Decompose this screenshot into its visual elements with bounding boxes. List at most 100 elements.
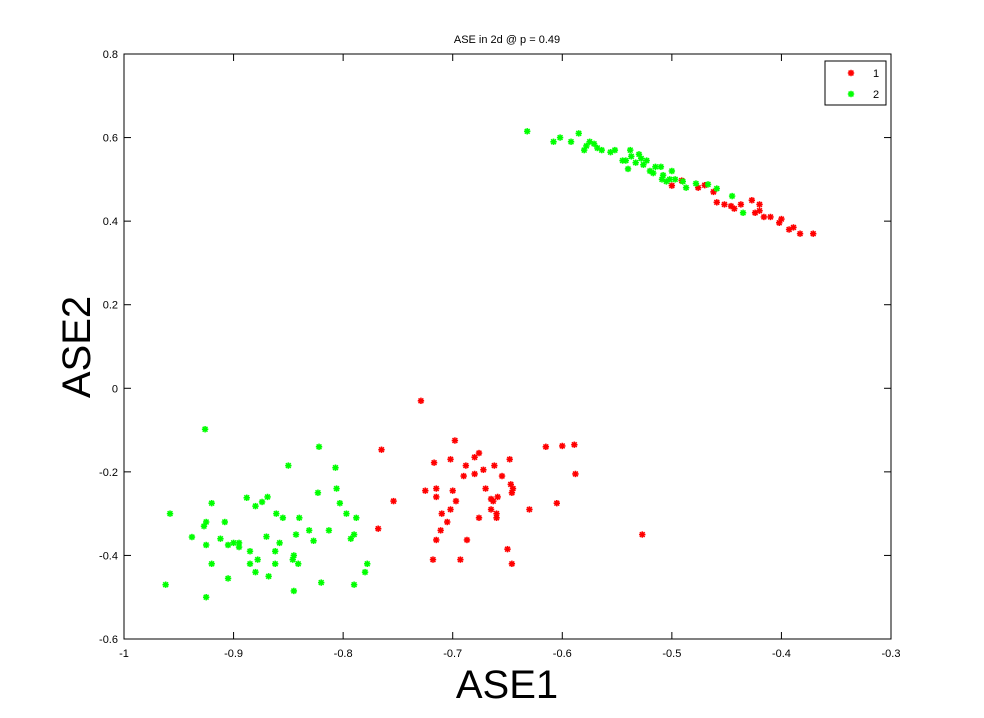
data-point-series-1 (526, 506, 533, 513)
y-tick-label: 0.6 (103, 133, 118, 145)
data-point-series-2 (643, 157, 650, 164)
data-point-series-1 (498, 472, 506, 480)
data-point-series-2 (650, 169, 657, 177)
data-point-series-1 (748, 197, 756, 204)
data-point-series-1 (390, 497, 397, 505)
data-point-series-1 (639, 531, 646, 538)
data-point-series-2 (224, 541, 232, 549)
x-tick-label: -0.8 (334, 648, 353, 660)
data-point-series-1 (437, 527, 444, 534)
data-point-series-1 (494, 493, 501, 501)
y-tick-label: -0.6 (99, 634, 118, 646)
data-point-series-1 (506, 456, 513, 463)
data-point-series-2 (353, 514, 360, 522)
data-point-series-2 (347, 535, 355, 542)
data-point-series-2 (200, 522, 208, 530)
data-point-series-2 (201, 426, 209, 433)
data-point-series-1 (475, 514, 483, 522)
data-point-series-1 (668, 182, 676, 189)
data-point-series-2 (692, 180, 700, 187)
legend-box (824, 60, 887, 106)
legend-label-series-2: 2 (873, 89, 879, 101)
data-point-series-2 (166, 510, 174, 517)
data-point-series-2 (272, 560, 279, 567)
x-axis-ticks: -1 -0.9 -0.8 -0.7 -0.6 -0.5 -0.4 -0.3 (119, 54, 900, 660)
data-point-series-1 (438, 510, 445, 517)
data-point-series-2 (263, 533, 270, 540)
data-point-series-1 (721, 201, 728, 208)
data-point-series-1 (447, 456, 454, 463)
x-tick-label: -0.3 (882, 648, 901, 660)
data-point-series-2 (264, 493, 271, 501)
data-point-series-2 (550, 138, 557, 145)
data-point-series-2 (739, 209, 747, 216)
data-point-series-1 (447, 506, 454, 513)
data-point-series-2 (332, 464, 339, 471)
data-point-series-1 (767, 213, 774, 221)
data-point-series-2 (658, 176, 666, 183)
data-point-series-1 (444, 518, 451, 526)
data-point-series-2 (230, 539, 237, 547)
data-point-series-1 (471, 470, 478, 478)
data-point-series-2 (265, 573, 272, 580)
x-tick-label: -0.7 (443, 648, 462, 660)
data-point-series-1 (433, 536, 440, 544)
data-point-series-2 (343, 510, 350, 517)
data-point-series-2 (318, 579, 325, 586)
data-point-series-1 (542, 443, 550, 450)
data-point-series-1 (462, 462, 470, 469)
data-point-series-2 (575, 130, 582, 137)
data-point-series-2 (162, 581, 169, 588)
data-point-series-1 (471, 454, 478, 461)
data-point-series-2 (202, 541, 210, 549)
data-point-series-2 (635, 151, 643, 158)
data-point-series-2 (598, 146, 605, 154)
data-point-series-2 (202, 594, 210, 601)
data-point-series-2 (285, 462, 292, 469)
data-point-series-2 (713, 185, 720, 192)
data-point-series-2 (632, 159, 639, 166)
data-point-series-2 (273, 510, 280, 517)
data-point-series-1 (433, 493, 440, 501)
data-point-series-1 (572, 470, 579, 478)
y-tick-label: 0 (112, 383, 118, 395)
data-point-series-1 (508, 560, 516, 567)
data-point-series-2 (314, 489, 322, 496)
data-point-series-1 (475, 449, 483, 457)
x-axis-label: ASE1 (456, 663, 558, 707)
data-point-series-2 (221, 518, 229, 526)
y-axis-ticks: -0.6 -0.4 -0.2 0 0.2 0.4 0.6 0.8 (99, 49, 891, 646)
x-tick-label: -1 (119, 648, 129, 660)
data-point-series-2 (624, 165, 632, 173)
data-point-series-2 (704, 181, 712, 188)
data-point-series-2 (361, 568, 369, 576)
plot-area (123, 53, 892, 640)
x-tick-label: -0.5 (662, 648, 681, 660)
x-tick-label: -0.4 (772, 648, 791, 660)
data-point-series-2 (333, 485, 340, 492)
data-point-series-1 (457, 556, 464, 563)
data-point-series-2 (246, 560, 254, 567)
data-point-series-2 (671, 176, 679, 183)
data-points (162, 128, 817, 601)
data-point-series-1 (778, 215, 785, 223)
data-point-series-1 (810, 230, 817, 237)
data-point-series-2 (289, 556, 296, 563)
data-point-series-1 (417, 397, 425, 405)
data-point-series-2 (350, 531, 358, 538)
data-point-series-2 (627, 146, 634, 154)
data-point-series-2 (246, 548, 254, 555)
data-point-series-2 (252, 502, 259, 510)
data-point-series-1 (553, 499, 561, 507)
data-point-series-2 (652, 163, 659, 171)
x-tick-label: -0.6 (553, 648, 572, 660)
data-point-series-1 (796, 230, 804, 237)
data-point-series-1 (378, 446, 385, 453)
data-point-series-2 (668, 167, 676, 175)
data-point-series-1 (487, 495, 495, 503)
data-point-series-2 (258, 498, 266, 506)
data-point-series-2 (272, 548, 279, 555)
data-point-series-2 (292, 531, 300, 538)
data-point-series-2 (682, 184, 690, 191)
